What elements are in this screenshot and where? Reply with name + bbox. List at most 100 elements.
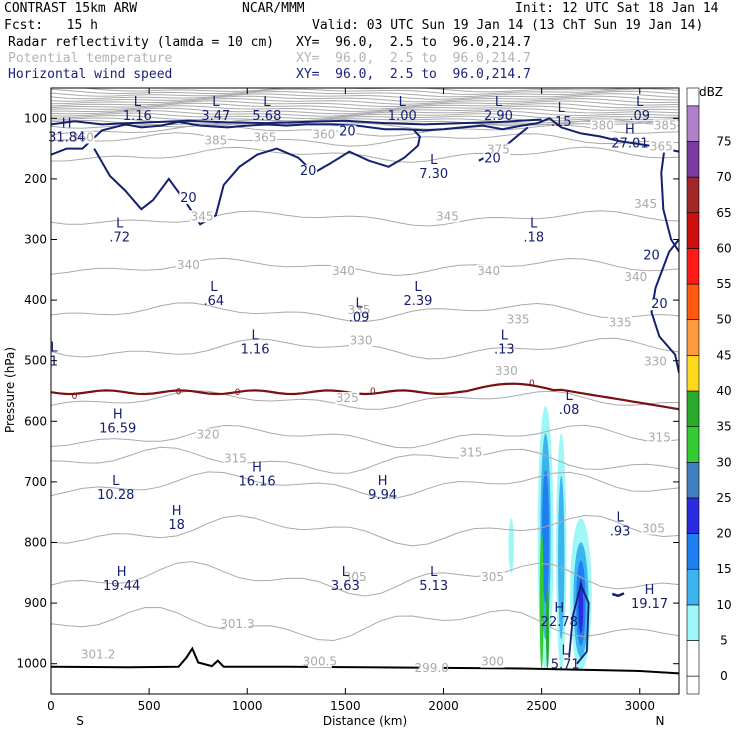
theta-label: 340 <box>477 264 500 278</box>
reflectivity-cell <box>508 518 514 573</box>
theta-line <box>51 88 679 95</box>
south-label: S <box>76 714 84 728</box>
wind-label: 20 <box>484 152 501 167</box>
plot-header: CONTRAST 15km ARW NCAR/MMM Init: 12 UTC … <box>0 0 740 84</box>
forecast-hour: Fcst: 15 h <box>4 18 98 33</box>
theta-label-bg <box>223 452 248 465</box>
extremum-value: 10.28 <box>97 488 134 503</box>
theta-label-bg <box>649 140 674 153</box>
theta-line <box>76 88 636 93</box>
extremum-type: H <box>62 116 72 131</box>
extremum-type: L <box>501 328 509 343</box>
theta-label-bg <box>480 655 505 668</box>
zero-label: 0 <box>176 388 182 398</box>
zero-label: 0 <box>235 388 241 398</box>
theta-line <box>51 107 679 115</box>
extremum-type: L <box>565 389 573 404</box>
theta-label-bg <box>623 270 648 283</box>
extremum-type: L <box>495 95 503 110</box>
theta-label-bg <box>252 131 277 144</box>
theta-label: 335 <box>609 315 632 329</box>
theta-line <box>51 105 679 112</box>
theta-label: 365 <box>253 131 276 145</box>
theta-line <box>51 302 679 323</box>
zero-label: 0 <box>72 392 78 402</box>
theta-label-bg <box>196 428 220 441</box>
theta-label: 315 <box>460 446 483 460</box>
wind-label: 20 <box>651 297 668 312</box>
x-tick-label: 2500 <box>526 699 557 713</box>
extremum-value: .15 <box>551 115 572 130</box>
x-tick-label: 0 <box>47 699 55 713</box>
reflectivity-cell <box>542 469 550 604</box>
extremum-type: L <box>562 644 570 659</box>
extremum-type: L <box>342 565 350 580</box>
extremum-type: L <box>399 95 407 110</box>
extremum-type: H <box>554 601 564 616</box>
theta-label: 385 <box>654 118 677 132</box>
colorbar-label: 35 <box>716 420 731 434</box>
zero-isotherm <box>51 382 679 411</box>
colorbar-swatch <box>686 319 700 356</box>
colorbar-swatch <box>686 248 700 285</box>
x-tick-label: 500 <box>138 699 161 713</box>
y-tick-label: 1000 <box>16 657 47 671</box>
extremum-value: 3.47 <box>201 109 230 124</box>
theta-label: 335 <box>348 303 371 317</box>
y-tick-label: 700 <box>24 475 47 489</box>
extremum-value: .93 <box>610 524 631 539</box>
theta-line <box>51 471 679 499</box>
colorbar-label: 10 <box>716 598 731 612</box>
colorbar-swatch <box>686 141 700 178</box>
theta-label: 385 <box>204 134 227 148</box>
theta-label: 301.2 <box>81 647 115 661</box>
extremum-type: H <box>252 461 262 476</box>
extremum-type: H <box>645 583 655 598</box>
extremum-type: L <box>355 296 363 311</box>
wind-label-bg <box>338 125 357 138</box>
theta-line <box>51 424 679 449</box>
extremum-type: L <box>251 328 259 343</box>
colorbar-label: 25 <box>716 491 731 505</box>
colorbar-swatch <box>686 533 700 570</box>
theta-label: 335 <box>507 312 530 326</box>
colorbar-label: 15 <box>716 562 731 576</box>
theta-label-bg <box>311 128 336 141</box>
y-tick-label: 200 <box>24 172 47 186</box>
extremum-type: L <box>263 95 271 110</box>
theta-label: 360 <box>71 131 94 145</box>
wind-label: 20 <box>300 164 317 179</box>
theta-label: 340 <box>177 258 200 272</box>
extremum-value: .09 <box>629 109 650 124</box>
theta-label: 330 <box>495 364 518 378</box>
theta-label: 345 <box>634 197 657 211</box>
y-axis-label: Pressure (hPa) <box>3 347 17 433</box>
colorbar-label: 0 <box>720 669 728 683</box>
colorbar-swatch <box>686 212 700 249</box>
wind-label: 20 <box>339 124 356 139</box>
wind-label: 20 <box>643 249 660 264</box>
extremum-type: L <box>617 510 625 525</box>
extremum-type: L <box>430 153 438 168</box>
x-tick-label: 1500 <box>330 699 361 713</box>
center-label: NCAR/MMM <box>242 1 305 16</box>
extremum-value: 3.63 <box>331 579 360 594</box>
x-axis-label: Distance (km) <box>323 714 407 728</box>
wind-contour <box>51 117 679 156</box>
theta-label: 340 <box>624 270 647 284</box>
theta-line <box>51 514 679 547</box>
reflectivity-shading <box>508 406 592 670</box>
theta-label-bg <box>176 258 201 271</box>
theta-label: 300.5 <box>303 655 337 669</box>
reflectivity-cell <box>558 475 565 640</box>
theta-label-bg <box>458 446 483 459</box>
theta-label-bg <box>70 131 95 144</box>
extremum-type: L <box>134 95 142 110</box>
extremum-type: L <box>112 474 120 489</box>
wind-contour <box>93 129 421 226</box>
theta-label-bg <box>307 655 332 668</box>
field-xy-reflectivity: XY= 96.0, 2.5 to 96.0,214.7 <box>296 35 531 50</box>
theta-label: 345 <box>191 209 214 223</box>
theta-label: 315 <box>648 430 671 444</box>
